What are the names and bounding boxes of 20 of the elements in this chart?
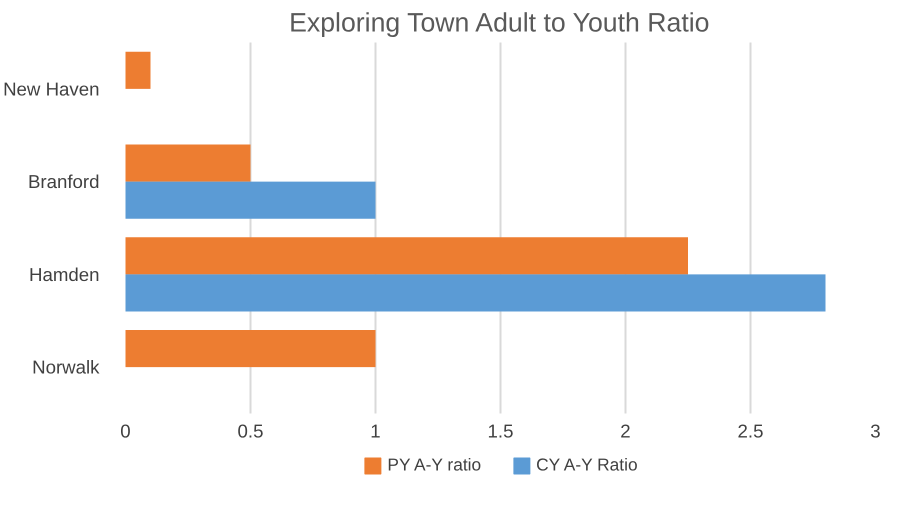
x-tick-label: 2.5 xyxy=(738,420,764,442)
y-tick-label: Hamden xyxy=(28,264,100,285)
bar xyxy=(126,144,250,182)
chart-title: Exploring Town Adult to Youth Ratio xyxy=(289,8,710,38)
y-tick-label: New Haven xyxy=(3,78,100,100)
legend-label: PY A-Y ratio xyxy=(387,454,482,476)
x-tick-label: 1 xyxy=(370,420,381,442)
x-tick-label: 0 xyxy=(120,420,131,442)
x-tick-label: 3 xyxy=(870,420,881,442)
x-tick-label: 0.5 xyxy=(238,420,264,442)
bar xyxy=(126,274,826,312)
y-tick-label: Branford xyxy=(28,171,100,192)
legend-label: CY A-Y Ratio xyxy=(536,454,638,476)
bar xyxy=(126,237,688,274)
bar xyxy=(126,330,376,368)
bar xyxy=(126,182,376,219)
x-tick-label: 1.5 xyxy=(488,420,514,442)
bar xyxy=(126,52,150,89)
x-tick-label: 2 xyxy=(620,420,631,442)
y-tick-label: Norwalk xyxy=(32,356,100,378)
